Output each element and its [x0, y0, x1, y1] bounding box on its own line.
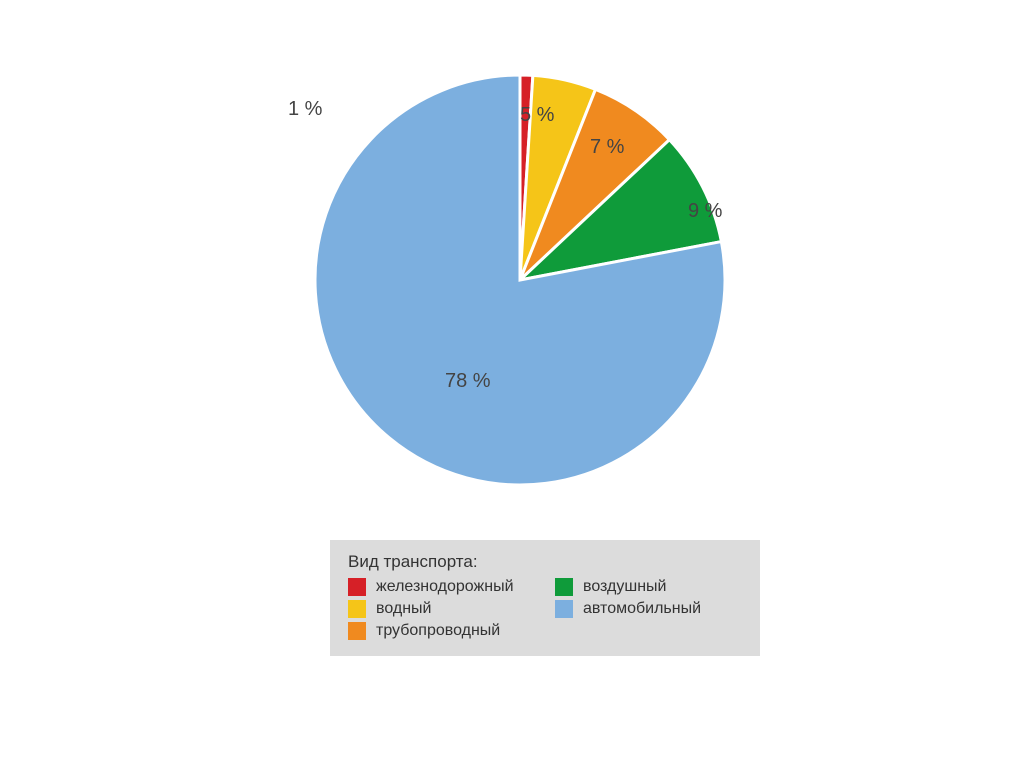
- legend-title: Вид транспорта:: [348, 552, 742, 572]
- legend-label: воздушный: [583, 578, 666, 596]
- slice-label: 1 %: [288, 98, 322, 121]
- legend-grid: железнодорожный воздушный водный автомобиль…: [348, 578, 742, 640]
- legend: Вид транспорта: железнодорожный воздушный…: [330, 540, 760, 656]
- slice-label: 78 %: [445, 370, 491, 393]
- legend-item: водный: [348, 600, 535, 618]
- legend-swatch: [555, 578, 573, 596]
- slice-label: 7 %: [590, 136, 624, 159]
- legend-swatch: [348, 600, 366, 618]
- legend-swatch: [555, 600, 573, 618]
- legend-label: железнодорожный: [376, 578, 514, 596]
- legend-item: автомобильный: [555, 600, 742, 618]
- legend-item: железнодорожный: [348, 578, 535, 596]
- pie-chart: 1 %5 %7 %9 %78 %: [300, 60, 740, 500]
- legend-swatch: [348, 578, 366, 596]
- legend-item: воздушный: [555, 578, 742, 596]
- legend-swatch: [348, 622, 366, 640]
- slice-label: 5 %: [520, 104, 554, 127]
- legend-label: водный: [376, 600, 431, 618]
- legend-label: трубопроводный: [376, 622, 500, 640]
- legend-label: автомобильный: [583, 600, 701, 618]
- legend-item: трубопроводный: [348, 622, 535, 640]
- slice-label: 9 %: [688, 200, 722, 223]
